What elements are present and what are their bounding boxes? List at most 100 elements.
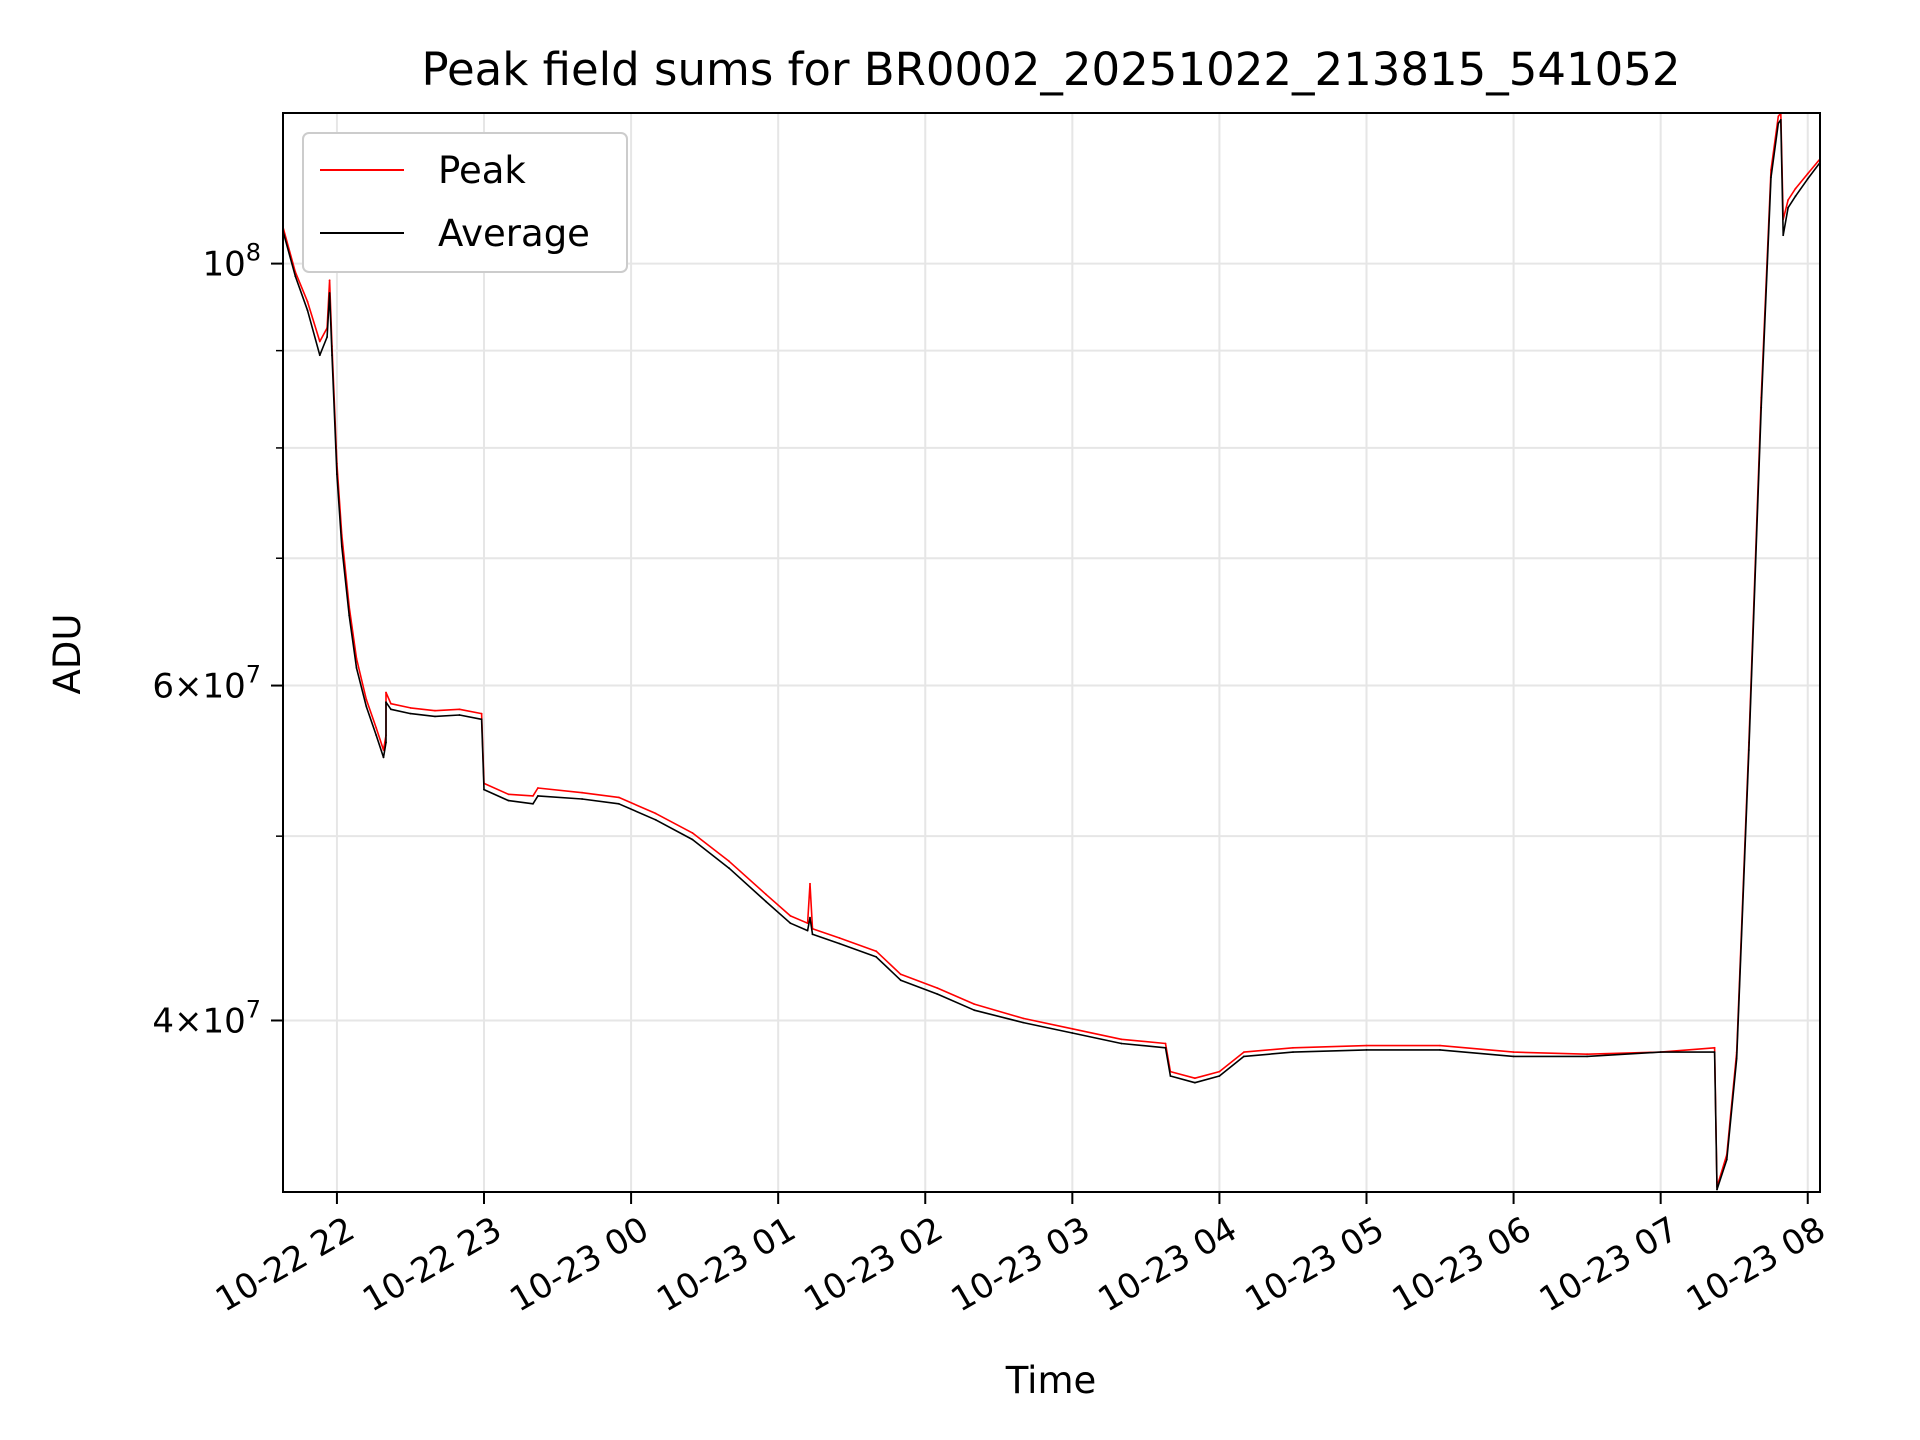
data-point-peak bbox=[838, 937, 841, 939]
y-tick-exponent: 8 bbox=[246, 239, 261, 267]
data-point-average bbox=[318, 354, 321, 357]
data-point-average bbox=[691, 838, 694, 841]
data-point-peak bbox=[306, 300, 309, 303]
data-point-average bbox=[1794, 195, 1797, 198]
data-point-peak bbox=[1806, 172, 1809, 175]
plot-frame bbox=[282, 112, 1821, 1193]
data-point-average bbox=[306, 309, 309, 312]
data-point-average bbox=[1725, 1158, 1728, 1161]
data-point-peak bbox=[973, 1003, 976, 1005]
data-point-average bbox=[899, 979, 902, 982]
data-point-peak bbox=[1713, 1046, 1716, 1049]
data-point-peak bbox=[458, 708, 461, 711]
data-point-average bbox=[434, 715, 436, 718]
data-point-peak bbox=[1194, 1077, 1196, 1080]
data-point-average bbox=[348, 614, 351, 617]
data-point-peak bbox=[328, 279, 331, 282]
data-point-average bbox=[480, 718, 483, 721]
data-point-average bbox=[458, 714, 461, 716]
data-point-peak bbox=[480, 712, 483, 715]
data-point-average bbox=[375, 734, 378, 737]
data-point-average bbox=[1022, 1021, 1025, 1024]
data-point-average bbox=[328, 292, 331, 294]
data-point-average bbox=[532, 802, 534, 805]
legend-label-average: Average bbox=[438, 212, 590, 255]
data-point-peak bbox=[375, 727, 378, 729]
y-tick-label: 108 bbox=[202, 239, 261, 285]
data-point-peak bbox=[728, 860, 730, 863]
data-point-average bbox=[1777, 122, 1780, 125]
data-point-average bbox=[1716, 1188, 1718, 1191]
series-line-peak bbox=[283, 113, 1820, 1188]
y-tick-exponent: 7 bbox=[246, 661, 261, 689]
data-point-average bbox=[1071, 1032, 1074, 1034]
data-point-peak bbox=[1439, 1044, 1441, 1047]
data-point-average bbox=[1218, 1075, 1221, 1077]
data-point-peak bbox=[581, 791, 583, 794]
data-point-average bbox=[294, 275, 297, 277]
series-line-average bbox=[283, 119, 1820, 1191]
data-point-peak bbox=[1365, 1044, 1368, 1047]
y-axis-ticks: 4×107 6×107 108 bbox=[152, 239, 283, 1041]
data-point-peak bbox=[789, 915, 792, 917]
data-point-average bbox=[1713, 1051, 1716, 1053]
data-point-peak bbox=[365, 698, 368, 701]
data-point-peak bbox=[390, 702, 392, 705]
data-point-peak bbox=[765, 893, 767, 896]
data-point-peak bbox=[434, 709, 436, 712]
data-point-peak bbox=[1071, 1027, 1074, 1030]
data-point-average bbox=[617, 802, 620, 805]
data-point-average bbox=[1760, 406, 1763, 409]
data-point-peak bbox=[537, 787, 539, 789]
data-point-average bbox=[382, 756, 385, 759]
data-point-average bbox=[1782, 234, 1785, 237]
data-point-average bbox=[811, 933, 814, 936]
chart-title: Peak field sums for BR0002_20251022_2138… bbox=[421, 43, 1680, 96]
data-point-average bbox=[654, 818, 657, 821]
data-point-average bbox=[789, 922, 792, 925]
data-point-peak bbox=[936, 987, 939, 989]
data-point-average bbox=[809, 916, 811, 919]
data-point-average bbox=[1169, 1075, 1172, 1077]
data-point-average bbox=[385, 741, 387, 744]
data-point-average bbox=[728, 867, 730, 870]
data-point-average bbox=[765, 900, 767, 903]
data-point-average bbox=[1659, 1051, 1662, 1053]
series-group bbox=[283, 113, 1820, 1191]
data-point-peak bbox=[1292, 1046, 1294, 1049]
data-point-average bbox=[1365, 1049, 1368, 1051]
data-point-average bbox=[1292, 1051, 1294, 1053]
data-point-average bbox=[390, 708, 392, 711]
data-point-peak bbox=[318, 340, 321, 343]
data-point-peak bbox=[1794, 187, 1797, 190]
data-point-average bbox=[355, 667, 358, 669]
data-point-peak bbox=[1218, 1070, 1221, 1073]
data-point-average bbox=[409, 712, 412, 715]
data-point-peak bbox=[654, 812, 657, 815]
data-point-average bbox=[1770, 176, 1772, 179]
data-point-peak bbox=[1164, 1042, 1167, 1045]
data-point-peak bbox=[806, 922, 809, 925]
data-point-peak bbox=[899, 973, 902, 976]
legend: Peak Average bbox=[302, 132, 628, 273]
data-point-average bbox=[806, 929, 809, 932]
y-axis-label: ADU bbox=[46, 614, 89, 695]
legend-box bbox=[302, 132, 628, 273]
data-point-average bbox=[1512, 1055, 1515, 1058]
data-point-peak bbox=[1243, 1051, 1245, 1053]
data-point-average bbox=[936, 993, 939, 995]
x-axis-label: Time bbox=[1005, 1359, 1097, 1402]
data-point-peak bbox=[617, 796, 620, 799]
y-tick-exponent: 7 bbox=[246, 995, 261, 1023]
y-tick-label: 6×107 bbox=[152, 661, 261, 707]
data-point-peak bbox=[1777, 115, 1780, 118]
data-point-peak bbox=[875, 950, 878, 953]
data-point-average bbox=[1243, 1055, 1245, 1058]
data-point-peak bbox=[691, 832, 694, 834]
data-point-average bbox=[340, 545, 343, 548]
data-point-average bbox=[838, 942, 841, 945]
data-point-average bbox=[331, 354, 333, 357]
data-point-peak bbox=[1512, 1051, 1515, 1053]
data-point-peak bbox=[532, 795, 534, 797]
